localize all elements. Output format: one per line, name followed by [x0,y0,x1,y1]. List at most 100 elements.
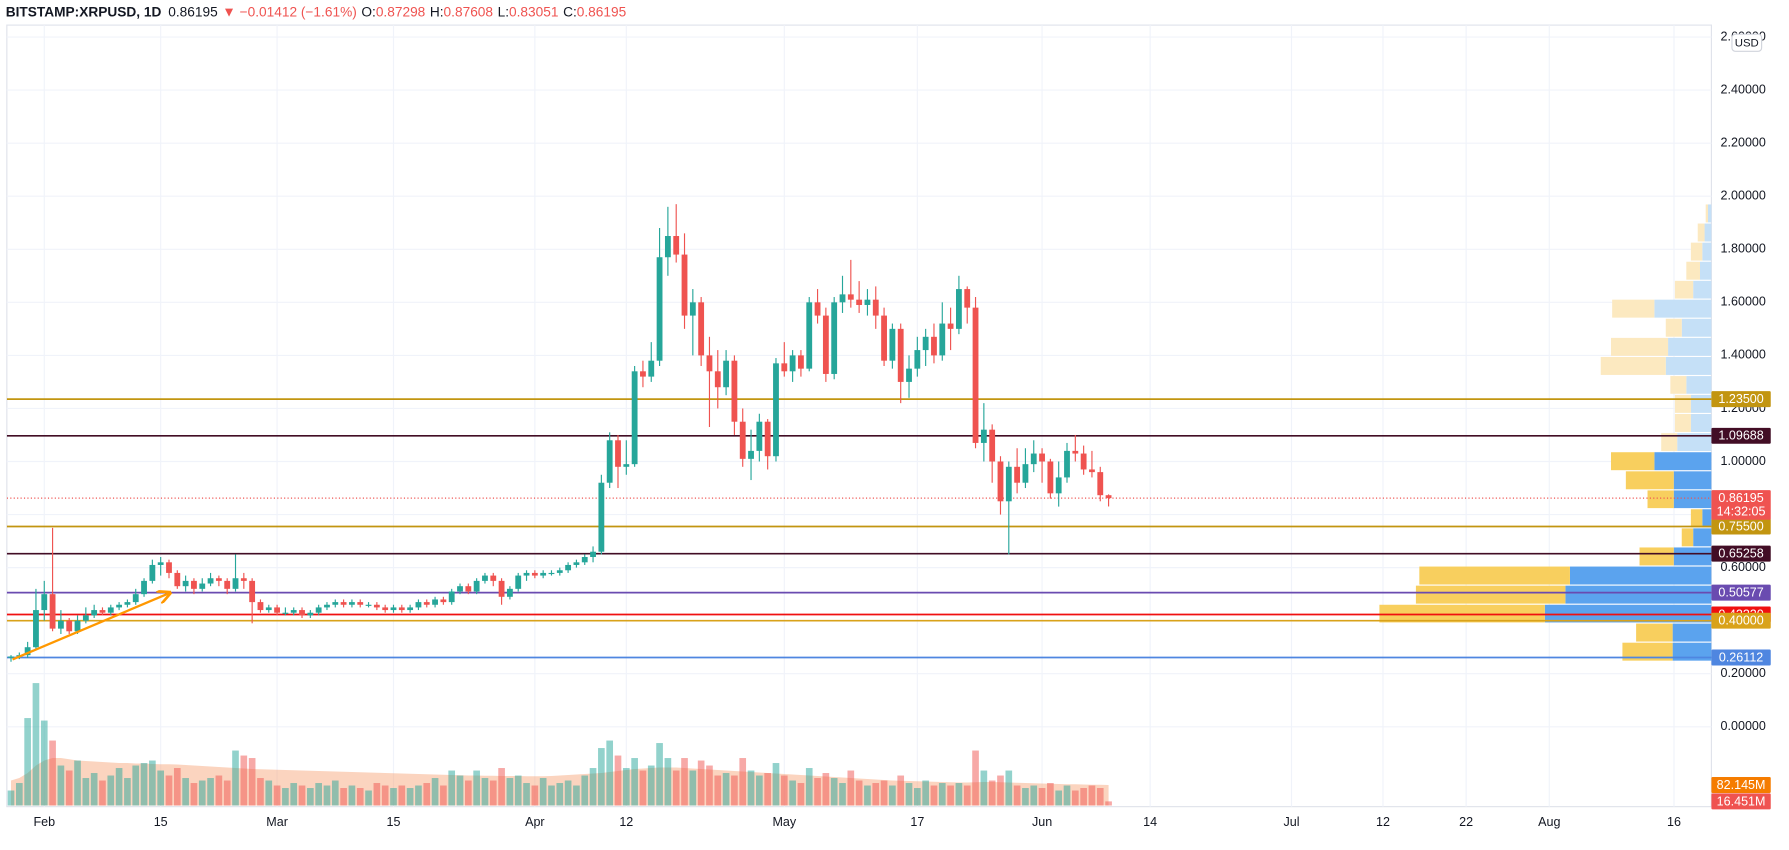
candle-body [191,580,197,589]
volume-bar [65,770,73,806]
volume-bar [938,783,946,806]
y-tick-label: 0.00000 [1721,719,1766,733]
field-value: 0.87298 [376,4,426,19]
volume-bar [772,763,780,806]
candle-body [764,421,771,457]
currency-box [1731,33,1763,52]
candle-body [382,607,389,611]
profile-up [1672,623,1712,642]
volume-bar [963,785,971,806]
candle-body [357,602,364,605]
field-key: L: [498,4,509,19]
volume-bar [7,790,15,806]
volume-bar [556,783,564,806]
candle-body [107,607,114,613]
volume-bar [348,785,356,806]
volume-bar [115,768,123,806]
profile-down [1415,585,1566,604]
candle-body [723,360,730,388]
profile-up [1544,604,1712,623]
candle-body [315,607,322,613]
level-badge [1711,649,1771,666]
volume-bar [290,783,298,806]
candle-body [573,562,580,565]
profile-up [1654,452,1712,471]
volume-bar [814,778,821,806]
x-tick-label: Aug [1538,815,1560,829]
volume-bar [473,770,480,806]
profile-down [1690,509,1703,528]
candle-body [1097,472,1104,496]
candle-body [24,647,31,656]
candle-body [448,591,455,603]
candle-body [847,294,854,300]
candle-body [739,421,746,459]
level-badge [1711,545,1771,562]
candle-body [648,360,655,377]
candle-body [290,610,297,613]
volume-bar [74,760,81,806]
volume-bar [914,788,921,806]
volume-bar [398,785,406,806]
candle-body [49,594,56,629]
profile-up [1686,376,1712,394]
volume-bar [622,768,630,806]
volume-bar [157,770,165,806]
field-value: 0.83051 [509,4,558,19]
candle-body [956,289,962,329]
profile-up [1700,261,1712,280]
volume-bar [722,773,730,806]
candle-body [631,371,638,465]
countdown: 14:32:05 [1717,505,1766,519]
candle-body [565,564,572,571]
candle-body [698,302,705,356]
candle-body [540,572,547,576]
volume-bar [1013,785,1021,806]
x-tick-label: 12 [619,815,633,829]
volume-bar [581,775,589,806]
volume-bar [282,788,289,806]
x-tick-label: Mar [266,815,288,829]
volume-bar [440,785,447,806]
profile-down [1647,490,1674,509]
volume-bar [273,785,281,806]
profile-up [1704,223,1712,242]
candle-body [149,564,156,581]
y-tick-label: 1.60000 [1721,295,1766,309]
candle-body [798,355,804,369]
volume-profile [1379,204,1712,661]
candle-body [731,360,738,422]
candle-body [689,302,696,316]
volume-bar [506,778,514,806]
candle-body [91,610,98,616]
volume-bar [1022,788,1029,806]
volume-bar [548,785,555,806]
profile-down [1622,642,1673,661]
price-badges: 1.235001.096880.755000.652580.505770.423… [1711,391,1771,810]
candle-body [1072,450,1079,454]
volume-bar [1071,790,1079,806]
volume-bar [539,778,547,806]
x-tick-label: 17 [910,815,924,829]
volume-bar [373,783,381,806]
volume-bar [240,755,248,806]
level-label: 1.09688 [1718,429,1763,443]
x-tick-label: 14 [1143,815,1157,829]
volume-bar [947,785,954,806]
candle-body [831,302,838,374]
volume-bar [406,788,414,806]
volume-bar [82,778,90,806]
volume-bar [764,773,771,806]
candle-body [157,562,164,565]
profile-up [1702,509,1712,528]
candle-body [872,299,879,316]
candle-body [773,363,779,457]
volume-bar [365,790,372,806]
field-value: 0.87608 [444,4,494,19]
volume-bar [930,785,938,806]
candle-body [856,299,863,305]
volume-bar [298,785,306,806]
candle-body [124,602,131,605]
volume-bar [356,788,364,806]
x-tick-label: 22 [1459,815,1473,829]
